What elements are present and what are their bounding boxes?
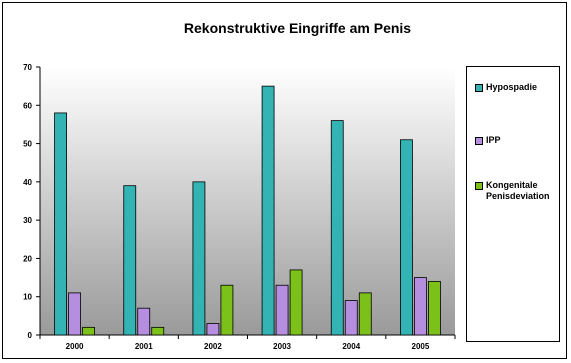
legend-item: Hypospadie (475, 82, 556, 93)
bar (192, 181, 206, 336)
legend-swatch (475, 83, 483, 92)
bar (82, 326, 95, 336)
legend-label: Kongenitale Penisdeviation (486, 180, 550, 201)
legend-label: IPP (486, 135, 501, 145)
bar (68, 292, 81, 336)
x-tick-label: 2005 (412, 342, 430, 351)
legend-item: IPP (475, 135, 556, 146)
bar (137, 307, 151, 336)
bar (123, 185, 137, 336)
legend: Hypospadie IPP Kongenitale Penisdeviatio… (466, 66, 560, 342)
bar (344, 300, 358, 336)
bar (414, 277, 427, 336)
legend-item: Kongenitale Penisdeviation (475, 180, 556, 202)
bar (358, 292, 372, 336)
y-tick-label: 30 (23, 216, 32, 225)
bar (261, 85, 275, 336)
bar (289, 269, 303, 336)
bar (428, 280, 441, 336)
y-tick-label: 50 (23, 140, 32, 149)
legend-swatch (475, 136, 483, 145)
x-tick-label: 2002 (204, 342, 222, 351)
chart-title: Rekonstruktive Eingriffe am Penis (183, 20, 412, 36)
x-tick-label: 2004 (342, 342, 360, 351)
legend-swatch (475, 181, 483, 190)
plot-area (40, 67, 455, 335)
y-tick-label: 20 (23, 254, 32, 263)
bar (54, 112, 67, 336)
y-tick-label: 60 (23, 101, 32, 110)
y-tick-label: 0 (28, 331, 33, 340)
y-tick-label: 40 (23, 178, 32, 187)
legend-label: Hypospadie (486, 82, 538, 92)
bar (275, 284, 289, 336)
y-tick-label: 10 (23, 293, 32, 302)
y-tick-label: 70 (23, 63, 32, 72)
x-tick-label: 2000 (66, 342, 84, 351)
bar (220, 284, 234, 336)
bar (330, 120, 344, 336)
x-tick-label: 2003 (273, 342, 291, 351)
bar (151, 326, 165, 336)
bar (400, 139, 413, 336)
bar (206, 323, 220, 336)
x-tick-label: 2001 (135, 342, 153, 351)
